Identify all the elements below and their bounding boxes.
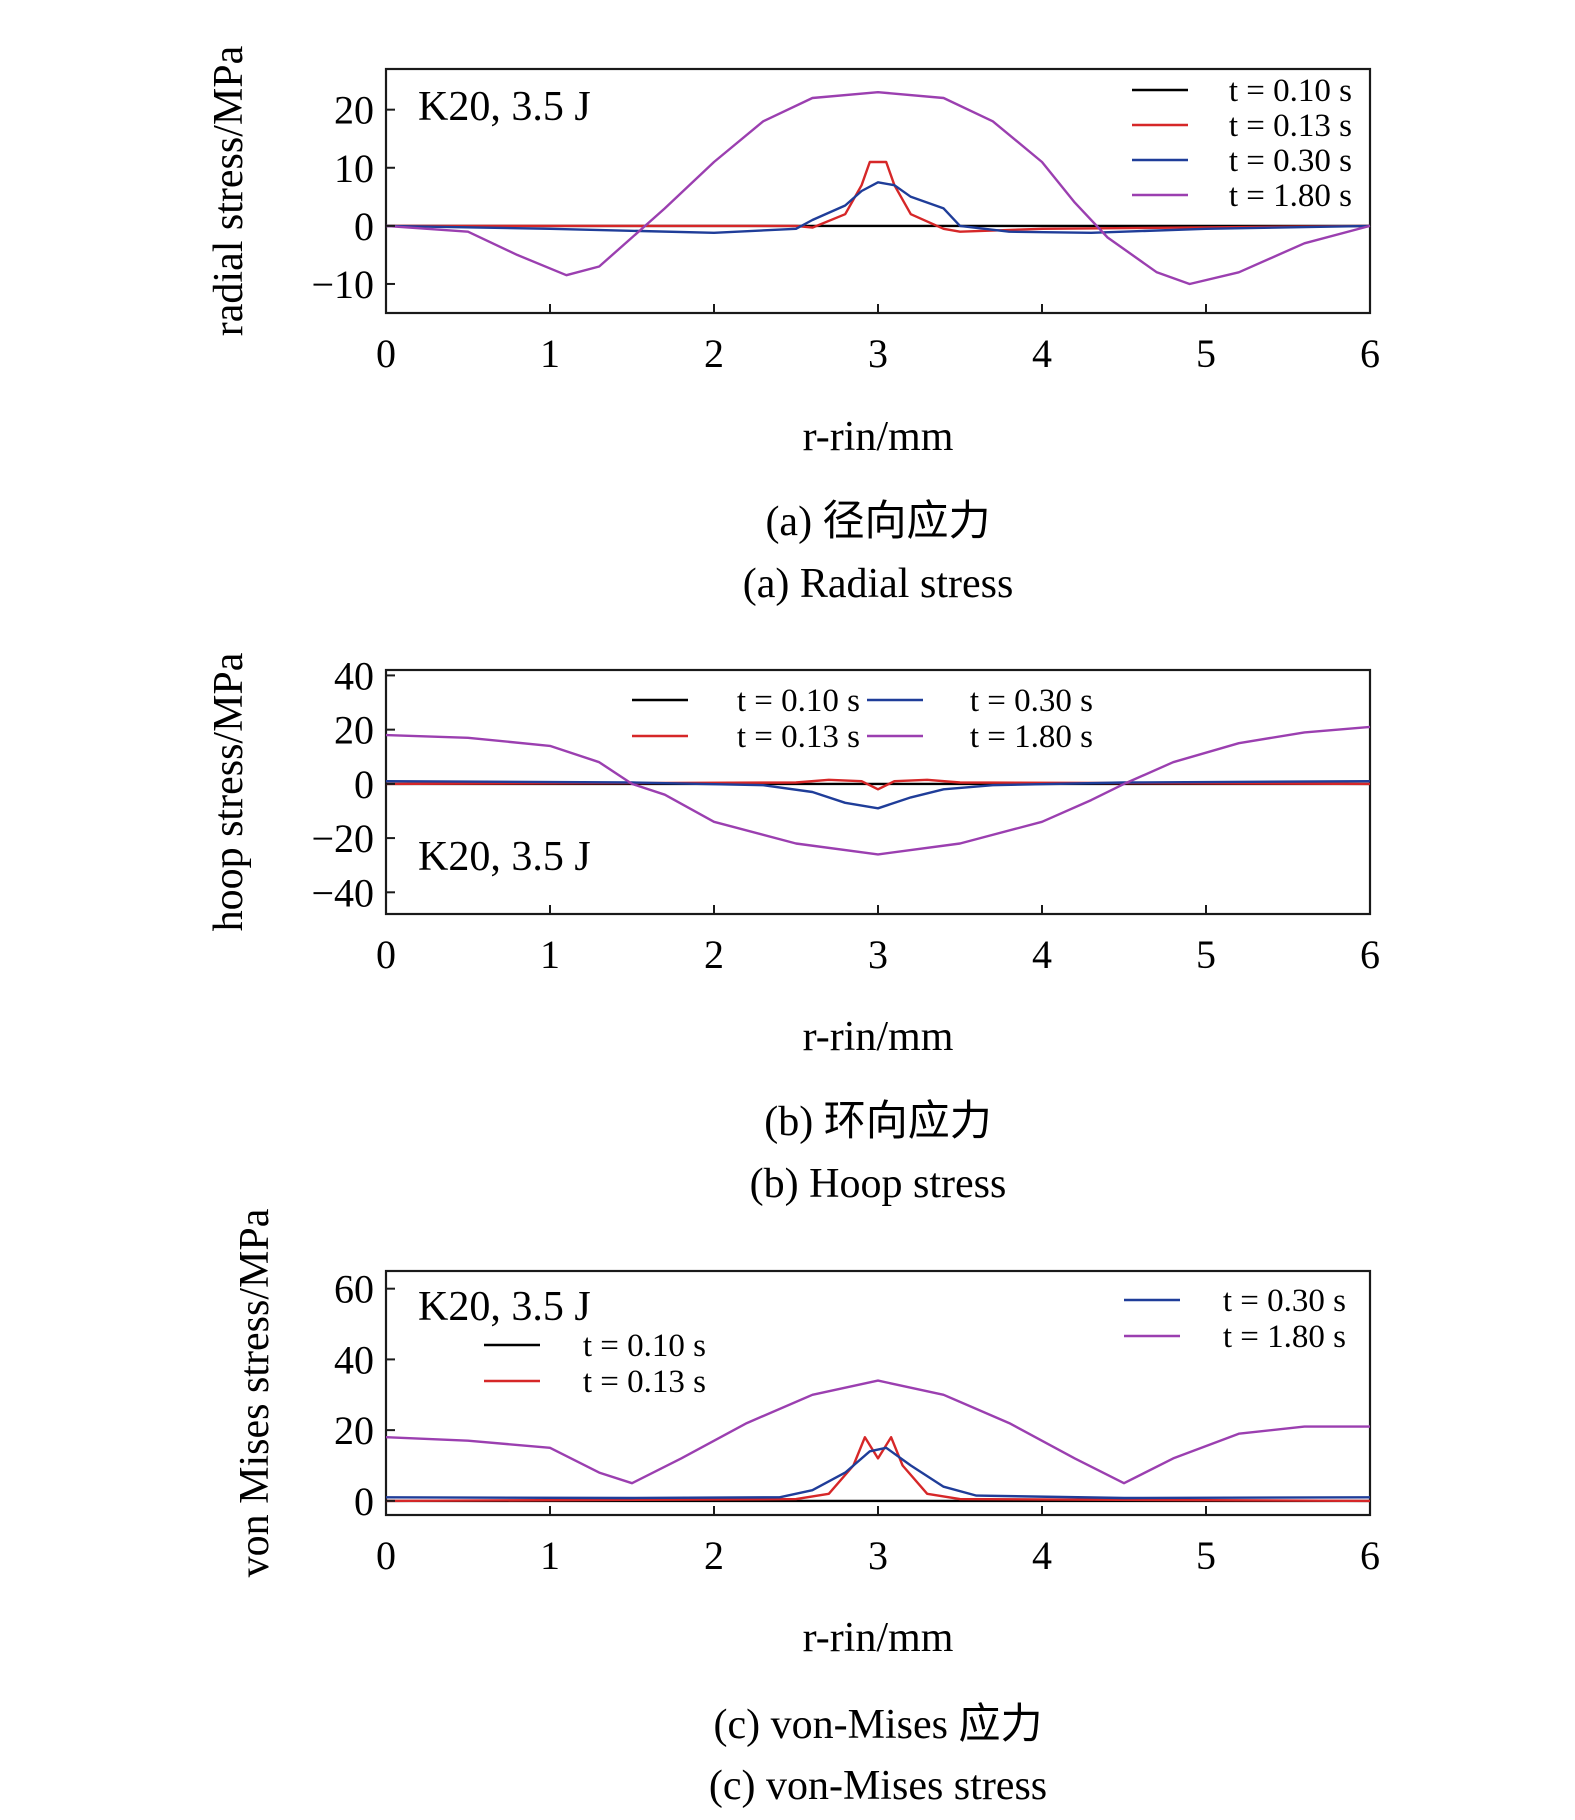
x-tick-label: 2 xyxy=(704,932,724,977)
legend-label: t = 0.10 s xyxy=(583,1328,706,1364)
y-axis-label: von Mises stress/MPa xyxy=(232,1208,278,1577)
x-tick-label: 5 xyxy=(1196,1533,1216,1578)
x-tick-label: 6 xyxy=(1360,932,1380,977)
x-axis-label: r-rin/mm xyxy=(803,414,954,460)
x-tick-label: 3 xyxy=(868,1533,888,1578)
series-line xyxy=(385,778,1371,791)
caption-en: (c) von-Mises stress xyxy=(709,1763,1047,1809)
plot-area xyxy=(385,91,1371,286)
legend-label: t = 0.30 s xyxy=(1223,1283,1346,1319)
series-line xyxy=(385,1436,1371,1503)
legend-label: t = 1.80 s xyxy=(1229,178,1352,214)
legend-label: t = 0.30 s xyxy=(1229,143,1352,179)
x-tick-label: 0 xyxy=(376,1533,396,1578)
x-tick-label: 2 xyxy=(704,331,724,376)
x-tick-label: 3 xyxy=(868,331,888,376)
legend: t = 0.10 s t = 0.13 s t = 0.30 s t = 1.8… xyxy=(1132,73,1352,214)
y-tick-label: 10 xyxy=(334,146,374,191)
plot-area xyxy=(385,1379,1371,1503)
annotation: K20, 3.5 J xyxy=(418,84,591,130)
series-line xyxy=(385,725,1371,856)
series-line xyxy=(385,181,1371,234)
y-axis-label: radial stress/MPa xyxy=(206,45,252,336)
plot-area xyxy=(385,725,1371,856)
x-tick-label: 1 xyxy=(540,1533,560,1578)
annotation: K20, 3.5 J xyxy=(418,1284,591,1330)
legend-label: t = 0.10 s xyxy=(1229,73,1352,109)
legend-label: t = 0.13 s xyxy=(737,719,860,755)
legend-label: t = 0.13 s xyxy=(1229,108,1352,144)
legend: t = 0.10 s t = 0.13 s t = 0.30 s t = 1.8… xyxy=(484,1283,1346,1400)
x-tick-label: 3 xyxy=(868,932,888,977)
series-line xyxy=(385,1379,1370,1485)
y-tick-label: 0 xyxy=(354,204,374,249)
legend-label: t = 0.30 s xyxy=(970,683,1093,719)
series-line xyxy=(386,160,1371,233)
caption-cn: (c) von-Mises 应力 xyxy=(714,1701,1043,1748)
caption-en: (b) Hoop stress xyxy=(750,1161,1007,1207)
x-tick-label: 0 xyxy=(376,331,396,376)
x-tick-label: 6 xyxy=(1360,1533,1380,1578)
y-tick-label: 0 xyxy=(354,762,374,807)
x-tick-label: 1 xyxy=(540,331,560,376)
legend: t = 0.10 s t = 0.13 s t = 0.30 s t = 1.8… xyxy=(632,683,1093,755)
y-tick-label: 20 xyxy=(334,88,374,133)
y-axis-label: hoop stress/MPa xyxy=(206,652,252,931)
y-tick-label: 40 xyxy=(334,653,374,698)
x-tick-label: 5 xyxy=(1196,932,1216,977)
y-tick-label: 0 xyxy=(354,1479,374,1524)
x-axis-label: r-rin/mm xyxy=(803,1014,954,1060)
legend-label: t = 0.10 s xyxy=(737,683,860,719)
x-tick-label: 4 xyxy=(1032,932,1052,977)
legend-label: t = 1.80 s xyxy=(1223,1319,1346,1355)
x-tick-label: 2 xyxy=(704,1533,724,1578)
annotation: K20, 3.5 J xyxy=(418,834,591,880)
x-tick-label: 0 xyxy=(376,932,396,977)
caption-en: (a) Radial stress xyxy=(743,561,1014,607)
y-tick-label: 40 xyxy=(334,1337,374,1382)
x-tick-label: 5 xyxy=(1196,331,1216,376)
y-tick-label: 20 xyxy=(334,708,374,753)
y-tick-label: −20 xyxy=(311,816,374,861)
caption-cn: (a) 径向应力 xyxy=(765,498,990,545)
x-tick-label: 4 xyxy=(1032,1533,1052,1578)
x-tick-label: 6 xyxy=(1360,331,1380,376)
legend-label: t = 1.80 s xyxy=(970,719,1093,755)
x-tick-label: 4 xyxy=(1032,331,1052,376)
legend-label: t = 0.13 s xyxy=(583,1364,706,1400)
axis-ticks: 0 1 2 3 4 5 6 −40 −20 0 20 40 xyxy=(311,653,1380,977)
y-tick-label: −10 xyxy=(311,262,374,307)
y-tick-label: −40 xyxy=(311,870,374,915)
panel-b: 0 1 2 3 4 5 6 −40 −20 0 20 40 K20, 3.5 J t = 0.10 s… xyxy=(206,652,1380,1207)
y-tick-label: 60 xyxy=(334,1267,374,1312)
series-line xyxy=(385,91,1371,286)
x-tick-label: 1 xyxy=(540,932,560,977)
y-tick-label: 20 xyxy=(334,1408,374,1453)
x-axis-label: r-rin/mm xyxy=(803,1615,954,1661)
caption-cn: (b) 环向应力 xyxy=(764,1098,991,1145)
series-line xyxy=(385,780,1371,810)
series-line xyxy=(385,1446,1371,1500)
